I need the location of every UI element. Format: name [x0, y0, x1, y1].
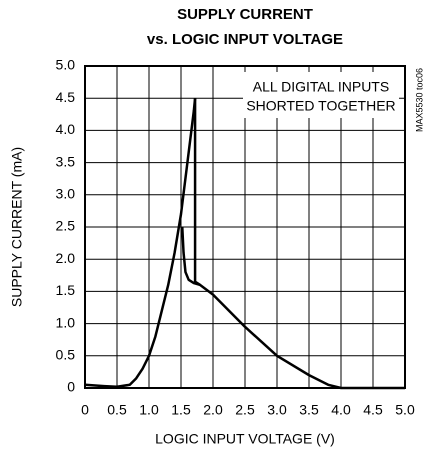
- x-axis-label: LOGIC INPUT VOLTAGE (V): [155, 431, 335, 447]
- x-tick-label: 2.0: [203, 402, 223, 418]
- chart-title: vs. LOGIC INPUT VOLTAGE: [147, 31, 343, 48]
- y-tick-label: 5.0: [56, 57, 76, 73]
- line: [84, 98, 197, 388]
- plot-frame: [84, 65, 406, 389]
- x-tick-label: 5.0: [395, 402, 415, 418]
- annotation: ALL DIGITAL INPUTS: [253, 79, 389, 95]
- y-tick-label: 4.5: [56, 89, 76, 105]
- x-tick-label: 2.5: [235, 402, 255, 418]
- x-tick-label: 3.0: [267, 402, 287, 418]
- x-tick-label: 4.5: [363, 402, 383, 418]
- y-tick-label: 0: [67, 379, 75, 395]
- y-tick-label: 1.0: [56, 314, 76, 330]
- side-note: MAX5530 toc06: [414, 68, 424, 132]
- x-tick-label: 1.5: [171, 402, 191, 418]
- line: [181, 226, 201, 287]
- x-tick-label: 1.0: [139, 402, 159, 418]
- y-tick-label: 3.0: [56, 186, 76, 202]
- annotation-box: [243, 72, 399, 118]
- y-tick-label: 1.5: [56, 282, 76, 298]
- x-tick-label: 0: [81, 402, 89, 418]
- x-tick-label: 3.5: [299, 402, 319, 418]
- y-tick-label: 4.0: [56, 121, 76, 137]
- chart-title: SUPPLY CURRENT: [177, 6, 313, 23]
- y-tick-label: 2.0: [56, 250, 76, 266]
- x-tick-label: 4.0: [331, 402, 351, 418]
- y-tick-label: 2.5: [56, 218, 76, 234]
- y-axis-label: SUPPLY CURRENT (mA): [9, 147, 25, 307]
- y-tick-label: 3.5: [56, 153, 76, 169]
- x-tick-label: 0.5: [107, 402, 127, 418]
- line: [193, 98, 405, 390]
- annotation: SHORTED TOGETHER: [246, 98, 395, 114]
- y-tick-label: 0.5: [56, 347, 76, 363]
